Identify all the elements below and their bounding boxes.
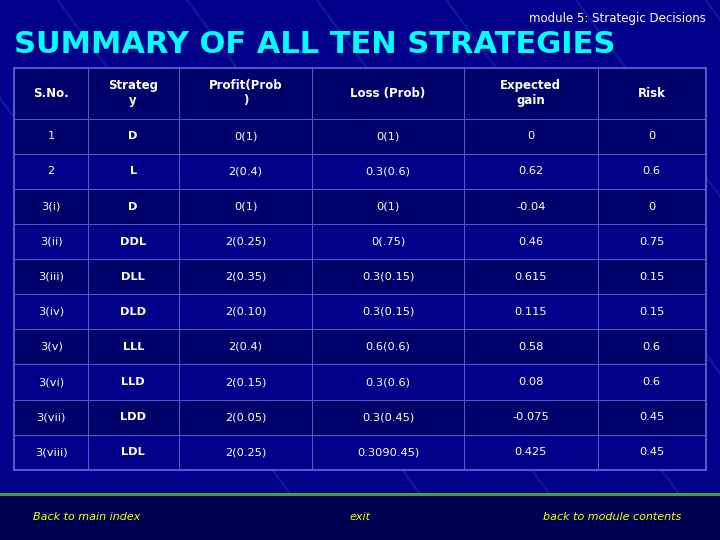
Text: D: D [128, 131, 138, 141]
Text: 0.3(0.6): 0.3(0.6) [366, 377, 410, 387]
Text: 0.3090.45): 0.3090.45) [357, 447, 419, 457]
Text: DDL: DDL [120, 237, 146, 247]
Text: 0.6: 0.6 [642, 166, 660, 177]
Text: Profit(Prob
): Profit(Prob ) [209, 79, 282, 107]
Text: 3(viii): 3(viii) [35, 447, 68, 457]
Text: 2(0.25): 2(0.25) [225, 237, 266, 247]
Text: 3(i): 3(i) [42, 201, 60, 212]
Text: 0.3(0.15): 0.3(0.15) [362, 307, 414, 317]
Text: 0.15: 0.15 [639, 272, 665, 282]
Text: 2(0.35): 2(0.35) [225, 272, 266, 282]
Text: back to module contents: back to module contents [543, 512, 681, 522]
Bar [14, 294, 706, 329]
Bar [14, 329, 706, 364]
Text: 0.58: 0.58 [518, 342, 544, 352]
Text: exit: exit [349, 512, 371, 522]
Bar [0, 494, 720, 540]
Bar [14, 435, 706, 470]
Text: 3(vi): 3(vi) [38, 377, 64, 387]
Text: SUMMARY OF ALL TEN STRATEGIES: SUMMARY OF ALL TEN STRATEGIES [14, 30, 616, 59]
Text: 2(0.4): 2(0.4) [228, 342, 263, 352]
Bar [14, 189, 706, 224]
Text: 0.46: 0.46 [518, 237, 543, 247]
Text: 2(0.25): 2(0.25) [225, 447, 266, 457]
Text: L: L [130, 166, 137, 177]
Text: 0.45: 0.45 [639, 412, 665, 422]
Text: DLL: DLL [122, 272, 145, 282]
Text: Risk: Risk [638, 86, 665, 100]
Text: LLD: LLD [122, 377, 145, 387]
Bar [14, 259, 706, 294]
Text: Strateg
y: Strateg y [108, 79, 158, 107]
Text: 0(1): 0(1) [377, 131, 400, 141]
Text: 0(1): 0(1) [234, 201, 257, 212]
Text: -0.075: -0.075 [512, 412, 549, 422]
Text: 2(0.4): 2(0.4) [228, 166, 263, 177]
Text: 2: 2 [48, 166, 55, 177]
Text: 0.3(0.45): 0.3(0.45) [362, 412, 414, 422]
Text: D: D [128, 201, 138, 212]
Text: LDD: LDD [120, 412, 146, 422]
Text: 0.6(0.6): 0.6(0.6) [366, 342, 410, 352]
Text: 0.425: 0.425 [515, 447, 546, 457]
Text: -0.04: -0.04 [516, 201, 545, 212]
Text: S.No.: S.No. [33, 86, 69, 100]
Text: 0.08: 0.08 [518, 377, 544, 387]
Text: 0(1): 0(1) [377, 201, 400, 212]
Bar [14, 224, 706, 259]
Text: 0.62: 0.62 [518, 166, 543, 177]
Text: 3(ii): 3(ii) [40, 237, 63, 247]
Text: 3(vii): 3(vii) [37, 412, 66, 422]
Text: 0.6: 0.6 [642, 377, 660, 387]
Text: 0.75: 0.75 [639, 237, 665, 247]
Bar [14, 154, 706, 189]
Text: 0: 0 [648, 201, 655, 212]
Text: 0.15: 0.15 [639, 307, 665, 317]
Text: 0.45: 0.45 [639, 447, 665, 457]
Text: Expected
gain: Expected gain [500, 79, 561, 107]
Bar [14, 119, 706, 154]
Text: LLL: LLL [122, 342, 144, 352]
Text: 2(0.15): 2(0.15) [225, 377, 266, 387]
Text: 3(iii): 3(iii) [38, 272, 64, 282]
Text: DLD: DLD [120, 307, 146, 317]
Text: 0: 0 [527, 131, 534, 141]
Bar [14, 400, 706, 435]
Text: 0(1): 0(1) [234, 131, 257, 141]
Bar [14, 68, 706, 470]
Text: 0(.75): 0(.75) [371, 237, 405, 247]
Text: 0.6: 0.6 [642, 342, 660, 352]
Text: 2(0.05): 2(0.05) [225, 412, 266, 422]
Bar [14, 364, 706, 400]
Text: LDL: LDL [122, 447, 145, 457]
Text: 3(v): 3(v) [40, 342, 63, 352]
Text: Back to main index: Back to main index [32, 512, 140, 522]
Text: module 5: Strategic Decisions: module 5: Strategic Decisions [528, 12, 706, 25]
Text: 0.615: 0.615 [514, 272, 547, 282]
Text: 0.115: 0.115 [514, 307, 547, 317]
Text: 3(iv): 3(iv) [38, 307, 64, 317]
Text: 0.3(0.6): 0.3(0.6) [366, 166, 410, 177]
Text: 2(0.10): 2(0.10) [225, 307, 266, 317]
Text: 0.3(0.15): 0.3(0.15) [362, 272, 414, 282]
Text: Loss (Prob): Loss (Prob) [351, 86, 426, 100]
Text: 1: 1 [48, 131, 55, 141]
Text: 0: 0 [648, 131, 655, 141]
